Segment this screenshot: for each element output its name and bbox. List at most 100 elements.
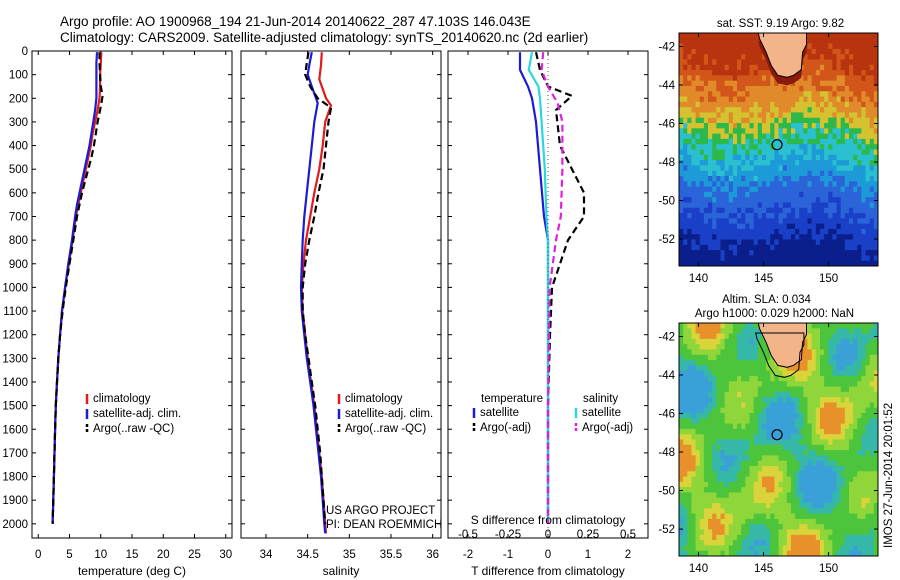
sla_map-ytick-label: -44 <box>658 370 675 382</box>
salinity-diff-tick-label: -0.25 <box>495 529 521 541</box>
sla-shelf-contour <box>755 332 805 378</box>
temperature-legend-label: climatology <box>93 393 151 405</box>
salinity-diff-tick-label: 0.5 <box>620 529 636 541</box>
title-line-1: Argo profile: AO 1900968_194 21-Jun-2014… <box>60 14 531 29</box>
salinity-xlabel: salinity <box>323 564 360 578</box>
depth-tick-label: 400 <box>9 141 28 153</box>
sst_map-argo-float-marker <box>771 139 783 151</box>
sla_map-frame <box>678 322 879 557</box>
depth-tick-label: 200 <box>9 93 28 105</box>
temperature-series-argo-raw-qc- <box>51 52 104 524</box>
difference-legend-temperature-title: temperature <box>481 393 543 405</box>
sst_map-ytick-label: -44 <box>658 80 675 92</box>
salinity-series-argo-raw-qc- <box>301 52 333 524</box>
difference-series-argo-adj- <box>540 52 564 524</box>
sst_map-xtick-label: 140 <box>689 273 708 285</box>
depth-tick-label: 1300 <box>2 353 28 365</box>
sst_map-xtick-label: 150 <box>819 273 838 285</box>
temperature-xtick-label: 30 <box>219 549 232 561</box>
depth-tick-label: 0 <box>22 46 28 58</box>
sst_map-ytick-label: -42 <box>658 41 675 53</box>
difference-legend-label: satellite <box>582 407 621 419</box>
depth-tick-label: 700 <box>9 211 28 223</box>
sla_map-ytick-label: -42 <box>658 331 675 343</box>
salinity-legend-label: Argo(..raw -QC) <box>345 423 426 435</box>
difference-legend-label: Argo(-adj) <box>480 422 531 434</box>
depth-tick-label: 1700 <box>2 448 28 460</box>
depth-tick-label: 900 <box>9 259 28 271</box>
sla_map-tasmania-land <box>757 322 807 368</box>
sla_map-ytick-label: -48 <box>658 447 675 459</box>
difference-xtick-label: 1 <box>585 549 591 561</box>
salinity-diff-tick-label: 0 <box>545 529 551 541</box>
sla_map-xtick-label: 140 <box>689 563 708 575</box>
temperature-xtick-label: 5 <box>66 549 72 561</box>
salinity-xtick-label: 34 <box>260 549 273 561</box>
sla_map-ytick-label: -52 <box>658 524 675 536</box>
difference-xtick-label: 2 <box>625 549 631 561</box>
sst_map-tasmania-land <box>757 32 807 78</box>
difference-xtick-label: -2 <box>463 549 473 561</box>
difference-xtick-label: -1 <box>503 549 513 561</box>
salinity-diff-tick-label: 0.25 <box>577 529 599 541</box>
vertical-timestamp: IMOS 27-Jun-2014 20:01:52 <box>883 403 895 548</box>
difference-legend-salinity-title: salinity <box>583 393 618 405</box>
depth-tick-label: 1800 <box>2 472 28 484</box>
sla_map-xtick-label: 145 <box>754 563 773 575</box>
salinity-profile-panel: 34 34.5 35 35.5 36 salinity climatology satelli… <box>240 50 442 578</box>
salinity-legend-label: satellite-adj. clim. <box>345 408 433 420</box>
sst_map-ytick-label: -48 <box>658 157 675 169</box>
credit-line-1: US ARGO PROJECT <box>326 505 435 517</box>
depth-tick-label: 100 <box>9 70 28 82</box>
temperature-xtick-label: 25 <box>188 549 201 561</box>
temperature-xtick-label: 20 <box>157 549 170 561</box>
depth-tick-label: 1500 <box>2 401 28 413</box>
depth-tick-label: 800 <box>9 235 28 247</box>
difference-profile-panel: -2 -1 0 1 2T difference from climatology -0.5… <box>447 50 649 578</box>
depth-tick-label: 1600 <box>2 424 28 436</box>
sst-map-panel: -42 -44 -46 -48 -50 -52 140 145 150 sat. SST: 9.1… <box>658 18 879 285</box>
salinity-xtick-label: 35.5 <box>380 549 402 561</box>
temperature-legend-label: Argo(..raw -QC) <box>93 423 174 435</box>
sst_map-frame <box>678 32 879 267</box>
depth-tick-label: 300 <box>9 117 28 129</box>
sla_map-raster <box>679 323 879 557</box>
sla-map-panel: -42 -44 -46 -48 -50 -52 140 145 150 Altim. SLA: 0… <box>658 294 879 575</box>
sla_map-subtitle: Argo h1000: 0.029 h2000: NaN <box>695 308 854 320</box>
difference-series-argo-adj- <box>534 51 586 524</box>
salinity-diff-tick-label: -0.5 <box>458 529 478 541</box>
sst_map-ytick-label: -50 <box>658 196 675 208</box>
sla_map-argo-float-marker <box>771 429 783 441</box>
depth-tick-label: 1900 <box>2 495 28 507</box>
depth-tick-label: 2000 <box>2 519 28 531</box>
salinity-legend-label: climatology <box>345 393 403 405</box>
credit-line-2: PI: DEAN ROEMMICH <box>326 519 442 531</box>
depth-tick-label: 500 <box>9 164 28 176</box>
temperature-plot-frame <box>31 50 233 539</box>
salinity-xtick-label: 35 <box>343 549 356 561</box>
sla_map-ytick-label: -50 <box>658 486 675 498</box>
sla_map-ytick-label: -46 <box>658 409 675 421</box>
sst_map-ytick-label: -52 <box>658 234 675 246</box>
difference-xtick-label: 0 <box>545 549 551 561</box>
depth-tick-label: 1200 <box>2 330 28 342</box>
depth-tick-label: 600 <box>9 188 28 200</box>
salinity-plot-frame <box>240 50 442 539</box>
depth-tick-label: 1100 <box>3 306 28 318</box>
salinity-xtick-label: 34.5 <box>296 549 318 561</box>
sst_map-xtick-label: 145 <box>754 273 773 285</box>
title-line-2: Climatology: CARS2009. Satellite-adjuste… <box>60 30 588 45</box>
sst_map-ytick-label: -46 <box>658 119 675 131</box>
salinity-xtick-label: 36 <box>426 549 439 561</box>
depth-tick-label: 1400 <box>2 377 28 389</box>
temperature-xtick-label: 10 <box>94 549 107 561</box>
temperature-profile-panel: 0100200300400500600700800900100011001200… <box>2 46 233 578</box>
temperature-xtick-label: 15 <box>126 549 139 561</box>
depth-tick-label: 1000 <box>2 282 28 294</box>
temperature-xlabel: temperature (deg C) <box>78 564 186 578</box>
sla_map-xtick-label: 150 <box>819 563 838 575</box>
temperature-xtick-label: 0 <box>35 549 41 561</box>
salinity-series-satellite-adj-clim- <box>299 51 327 534</box>
difference-legend-label: Argo(-adj) <box>582 422 633 434</box>
